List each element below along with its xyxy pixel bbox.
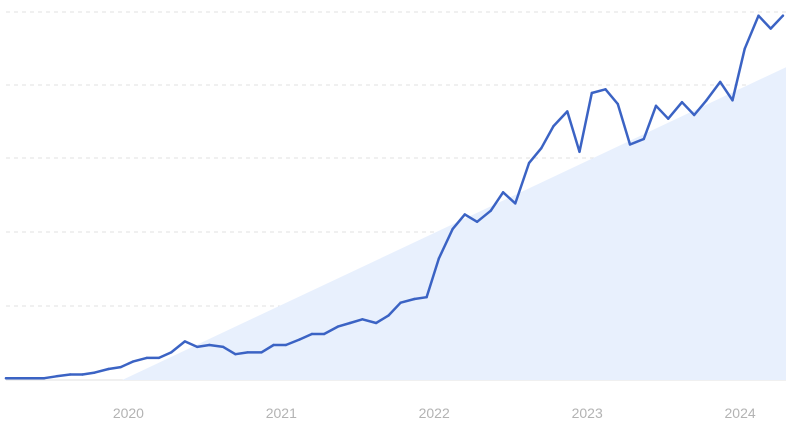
data-point <box>4 377 8 380</box>
data-point <box>131 360 135 363</box>
data-point <box>628 143 632 146</box>
data-point <box>642 137 645 141</box>
data-point <box>680 101 684 104</box>
series-line-0 <box>4 14 785 380</box>
x-tick-label: 2022 <box>419 405 450 421</box>
data-point <box>119 365 122 369</box>
data-point <box>743 47 746 50</box>
data-point <box>246 351 249 354</box>
data-point <box>30 377 34 380</box>
trend-area <box>122 67 786 380</box>
data-point <box>705 99 708 102</box>
data-point <box>387 314 390 317</box>
data-point <box>514 202 517 205</box>
data-point <box>399 301 402 304</box>
data-point <box>489 209 492 212</box>
data-point <box>348 321 352 325</box>
series-layer <box>4 14 785 380</box>
data-point <box>107 367 110 371</box>
data-point <box>501 191 505 194</box>
data-point <box>170 351 173 354</box>
data-point <box>81 373 84 376</box>
data-point <box>693 113 696 117</box>
data-point <box>413 297 416 301</box>
data-point <box>437 257 440 260</box>
data-point <box>757 14 760 17</box>
data-point <box>566 110 569 113</box>
data-point <box>55 375 58 378</box>
data-point <box>463 213 466 216</box>
data-point <box>731 99 734 102</box>
data-point <box>527 161 531 165</box>
data-point <box>654 104 658 108</box>
data-point <box>451 227 454 231</box>
data-point <box>43 377 46 380</box>
data-point <box>17 377 20 380</box>
data-point <box>284 343 288 347</box>
x-tick-label: 2020 <box>113 405 144 421</box>
data-point <box>590 91 593 95</box>
x-tick-label: 2023 <box>572 405 603 421</box>
data-point <box>540 147 543 150</box>
data-point <box>196 345 199 349</box>
trend-area-layer <box>122 67 786 380</box>
x-axis: 2020 2021 2022 2023 2024 <box>113 405 756 421</box>
data-point <box>425 296 428 299</box>
data-point <box>336 325 340 328</box>
data-point <box>157 356 161 360</box>
data-point <box>719 80 722 84</box>
data-point <box>578 150 581 153</box>
data-point <box>260 351 263 354</box>
data-point <box>272 343 275 347</box>
data-point <box>298 338 301 341</box>
data-point <box>145 356 148 360</box>
data-point <box>208 343 211 347</box>
data-point <box>374 321 378 325</box>
data-point <box>69 373 72 376</box>
x-tick-label: 2024 <box>725 405 756 421</box>
data-point <box>234 353 237 356</box>
data-point <box>616 102 619 106</box>
data-point <box>310 332 314 336</box>
data-point <box>475 220 479 223</box>
data-point <box>361 318 364 321</box>
data-point <box>781 14 785 17</box>
data-point <box>667 117 670 120</box>
data-point <box>552 124 555 128</box>
data-point <box>604 88 607 91</box>
data-point <box>322 332 326 336</box>
x-tick-label: 2021 <box>266 405 297 421</box>
data-point <box>769 27 772 30</box>
data-point <box>93 371 96 374</box>
data-point <box>183 340 187 343</box>
data-point <box>222 345 225 349</box>
